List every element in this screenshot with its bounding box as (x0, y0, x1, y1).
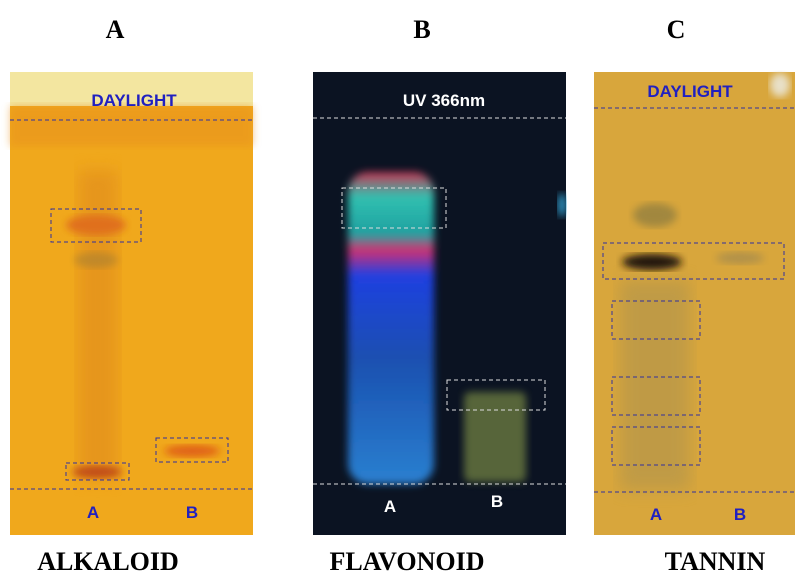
lane-label: B (186, 503, 198, 522)
plate-label: DAYLIGHT (91, 91, 177, 110)
figure: A B C DAYLIGHT UV 366nm DAYLIGHT A B A B… (0, 0, 795, 576)
lane-label: B (734, 505, 746, 524)
plate-flavonoid (313, 72, 566, 535)
caption: TANNIN (665, 547, 766, 576)
caption: FLAVONOID (329, 547, 484, 576)
plate-label: DAYLIGHT (647, 82, 733, 101)
panel-letter: B (413, 15, 430, 44)
lane-label: A (87, 503, 99, 522)
panel-letter: A (106, 15, 125, 44)
plate-alkaloid (10, 72, 253, 535)
plate-label: UV 366nm (403, 91, 485, 110)
lane-label: B (491, 492, 503, 511)
caption: ALKALOID (37, 547, 179, 576)
panel-letter: C (667, 15, 686, 44)
plate-tannin (594, 72, 795, 535)
lane-label: A (384, 497, 396, 516)
lane-label: A (650, 505, 662, 524)
